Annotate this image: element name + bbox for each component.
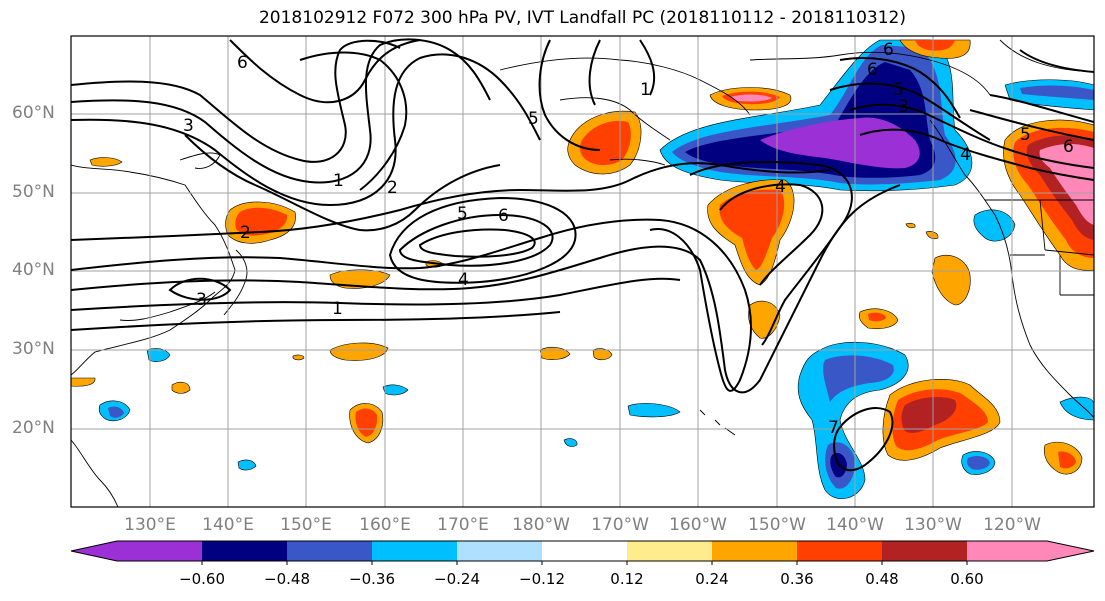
- lon-label: 150°W: [748, 515, 806, 535]
- colorbar-segment: [71, 541, 117, 561]
- colorbar-segment: [202, 541, 287, 561]
- map-area: 6 3 1 2 5 6 4 1 5 2 4 6 5 3 6 7 3 1 5 6 …: [71, 36, 1094, 507]
- lon-label: 140°W: [826, 515, 884, 535]
- colorbar-outline: [70, 540, 1095, 562]
- lon-label: 130°W: [904, 515, 962, 535]
- colorbar-segment: [882, 541, 967, 561]
- contour-label: 3: [196, 290, 207, 310]
- contour-label: 2: [387, 178, 398, 198]
- contour-label: 6: [867, 60, 878, 80]
- gridlines: [71, 36, 1094, 507]
- colorbar-segment: [457, 541, 542, 561]
- contour-label: 3: [898, 97, 909, 117]
- lat-label: 50°N: [12, 182, 55, 202]
- lon-label: 150°E: [280, 515, 332, 535]
- lat-label: 20°N: [12, 418, 55, 438]
- lon-label: 130°E: [124, 515, 176, 535]
- contour-label: 5: [893, 80, 904, 100]
- lat-label: 30°N: [12, 339, 55, 359]
- colorbar-segment: [542, 541, 627, 561]
- lon-label: 170°E: [437, 515, 489, 535]
- colorbar-tick-label: −0.60: [179, 570, 225, 588]
- colorbar-segment: [967, 541, 1047, 561]
- colorbar-tick-label: 0.24: [695, 570, 729, 588]
- contour-label: 4: [775, 177, 786, 197]
- lon-label: 140°E: [202, 515, 254, 535]
- colorbar-tick-label: −0.36: [349, 570, 395, 588]
- lon-label: 180°W: [512, 515, 570, 535]
- lat-label: 40°N: [12, 260, 55, 280]
- contour-label: 5: [457, 204, 468, 224]
- colorbar-tick-label: −0.24: [434, 570, 480, 588]
- lon-label: 160°W: [669, 515, 727, 535]
- colorbar-tick-label: 0.12: [610, 570, 644, 588]
- colorbar-segment: [117, 541, 202, 561]
- contour-label: 1: [333, 171, 344, 191]
- contour-labels: 6 3 1 2 5 6 4 1 5 2 4 6 5 3 6 7 3 1 5 6 …: [183, 40, 1074, 438]
- contour-label: 4: [960, 145, 971, 165]
- lat-label: 60°N: [12, 103, 55, 123]
- contour-label: 1: [332, 299, 343, 319]
- contour-label: 5: [528, 109, 539, 129]
- lon-label: 170°W: [591, 515, 649, 535]
- contour-label: 6: [883, 40, 894, 60]
- contour-label: 6: [1063, 137, 1074, 157]
- colorbar-tick-label: −0.12: [519, 570, 565, 588]
- colorbar-segment: [1047, 541, 1094, 561]
- negative-anomaly-fills: [98, 39, 1094, 499]
- lon-label: 120°W: [983, 515, 1041, 535]
- colorbar-segment: [287, 541, 372, 561]
- contour-label: 3: [183, 116, 194, 136]
- colorbar-segment: [372, 541, 457, 561]
- colorbar-segment: [797, 541, 882, 561]
- contour-label: 6: [498, 206, 509, 226]
- contour-label: 6: [237, 53, 248, 73]
- colorbar-segment: [627, 541, 712, 561]
- colorbar-segment: [712, 541, 797, 561]
- colorbar-tick-label: −0.48: [264, 570, 310, 588]
- map-frame: [70, 35, 1095, 508]
- contour-label: 1: [640, 80, 651, 100]
- colorbar-tick-label: 0.36: [780, 570, 814, 588]
- contour-label: 2: [240, 223, 251, 243]
- colorbar: [70, 540, 1095, 565]
- colorbar-tick-label: 0.48: [865, 570, 899, 588]
- contour-label: 5: [1020, 125, 1031, 145]
- colorbar-tick-label: 0.60: [950, 570, 984, 588]
- pv-contours: [71, 38, 1094, 472]
- contour-label: 7: [828, 418, 839, 438]
- contour-label: 4: [458, 270, 469, 290]
- lon-label: 160°E: [359, 515, 411, 535]
- map-title: 2018102912 F072 300 hPa PV, IVT Landfall…: [258, 8, 906, 28]
